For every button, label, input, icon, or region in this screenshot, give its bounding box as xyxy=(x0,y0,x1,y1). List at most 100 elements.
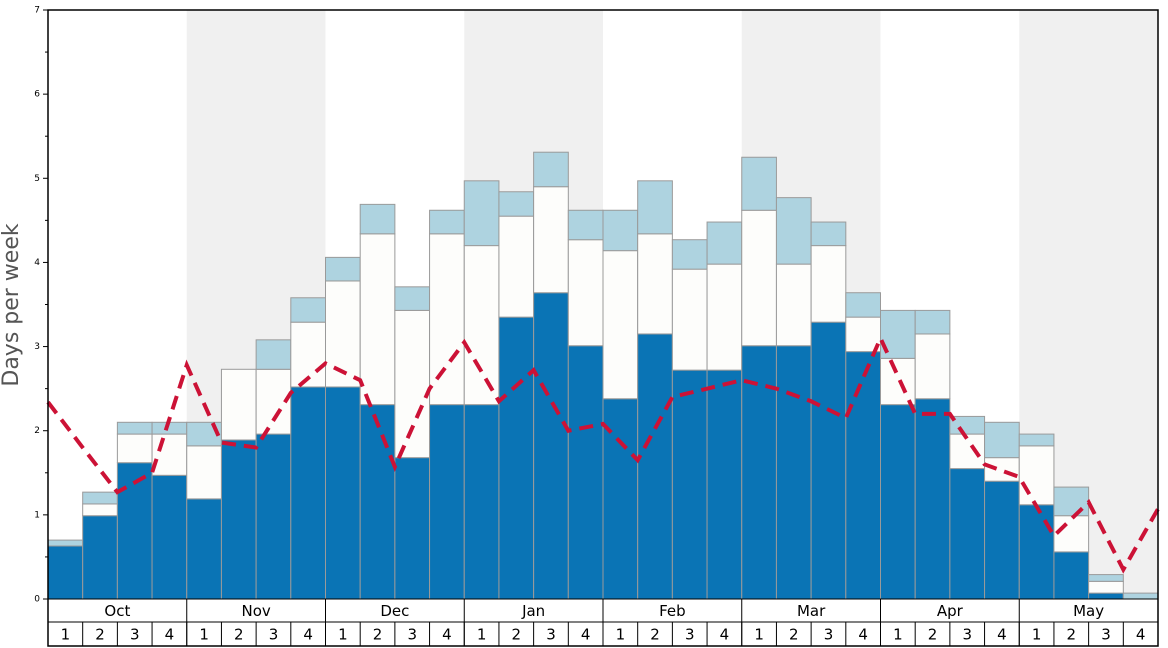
bar-segment xyxy=(82,503,118,517)
bar-segment xyxy=(1018,504,1055,600)
month-label: Feb xyxy=(659,602,686,620)
bar-segment xyxy=(429,209,465,235)
bar-segment xyxy=(463,404,500,600)
y-tick-label: 5 xyxy=(34,174,40,184)
week-label: 3 xyxy=(407,626,417,644)
y-tick-label: 3 xyxy=(34,342,40,352)
bar-segment xyxy=(533,292,569,600)
y-tick-label: 1 xyxy=(34,510,40,520)
dashed-line xyxy=(46,333,1160,574)
y-tick-label: 0 xyxy=(34,595,40,605)
week-label: 1 xyxy=(61,626,71,644)
bar-segment xyxy=(567,209,604,241)
bar-segment xyxy=(255,433,292,600)
bar-segment xyxy=(151,474,188,600)
week-label: 1 xyxy=(199,626,209,644)
bar-segment xyxy=(82,491,118,505)
week-label: 3 xyxy=(269,626,279,644)
y-tick-label: 6 xyxy=(34,90,40,100)
bar-segment xyxy=(637,233,673,335)
bar-segment xyxy=(394,286,431,311)
y-tick-label: 4 xyxy=(34,258,40,268)
bar-segment xyxy=(567,345,604,600)
bar-segment xyxy=(151,433,188,476)
bar-segment xyxy=(671,239,708,270)
week-label: 2 xyxy=(373,626,383,644)
month-label: Apr xyxy=(937,602,964,620)
bar-segment xyxy=(949,433,986,470)
frame xyxy=(47,9,1159,647)
month-label: Mar xyxy=(797,602,826,620)
week-label: 1 xyxy=(754,626,764,644)
bar-segment xyxy=(1088,580,1124,594)
month-label: Nov xyxy=(241,602,270,620)
bar-segment xyxy=(47,539,84,547)
week-label: 1 xyxy=(616,626,626,644)
bar-segment xyxy=(255,339,292,370)
bar-segment xyxy=(914,309,951,335)
week-label: 2 xyxy=(789,626,799,644)
bar-segment xyxy=(1122,592,1159,600)
week-label: 2 xyxy=(512,626,522,644)
bar-segment xyxy=(671,268,708,371)
bar-segment xyxy=(290,297,326,323)
bar-segment xyxy=(706,369,743,600)
month-label: Dec xyxy=(380,602,409,620)
week-label: 3 xyxy=(130,626,140,644)
bar-segment xyxy=(984,421,1020,459)
bar-segment xyxy=(602,209,639,252)
week-label: 3 xyxy=(824,626,834,644)
week-label: 4 xyxy=(1136,626,1146,644)
bar-segment xyxy=(741,156,777,211)
bar-segment xyxy=(880,404,916,600)
week-label: 2 xyxy=(1067,626,1077,644)
bar-segment xyxy=(359,203,396,235)
bar-segment xyxy=(845,292,881,318)
week-label: 3 xyxy=(1101,626,1111,644)
bar-segment xyxy=(845,351,881,600)
week-label: 4 xyxy=(303,626,313,644)
bar-segment xyxy=(706,263,743,371)
week-label: 3 xyxy=(962,626,972,644)
week-label: 1 xyxy=(893,626,903,644)
week-label: 4 xyxy=(581,626,591,644)
bar-segment xyxy=(706,221,743,265)
week-label: 4 xyxy=(858,626,868,644)
bar-segment xyxy=(498,316,535,600)
bar-segment xyxy=(394,309,431,459)
week-label: 1 xyxy=(1032,626,1042,644)
y-axis-label: Days per week xyxy=(0,223,24,386)
bar-segment xyxy=(637,180,673,235)
bar-segment xyxy=(1018,445,1055,506)
bar-segment xyxy=(116,421,153,435)
bar-segment xyxy=(775,263,812,347)
bar-segment xyxy=(220,439,257,600)
bar-segment xyxy=(325,256,361,282)
month-label: Oct xyxy=(104,602,130,620)
bar-segment xyxy=(498,215,535,318)
bar-segment xyxy=(82,515,118,600)
week-label: 2 xyxy=(650,626,660,644)
bar-segment xyxy=(359,233,396,406)
week-label: 4 xyxy=(442,626,452,644)
bar-segment xyxy=(845,316,881,353)
month-label: May xyxy=(1073,602,1104,620)
week-label: 3 xyxy=(546,626,556,644)
week-label: 2 xyxy=(234,626,244,644)
week-label: 4 xyxy=(997,626,1007,644)
bar-segment xyxy=(775,345,812,600)
bar-segment xyxy=(741,345,777,600)
bar-segment xyxy=(533,186,569,294)
week-label: 2 xyxy=(928,626,938,644)
bar-segment xyxy=(116,433,153,464)
bar-segment xyxy=(463,180,500,247)
y-tick-label: 7 xyxy=(34,6,40,16)
bar-segment xyxy=(949,468,986,600)
bar-segment xyxy=(984,480,1020,600)
bar-segment xyxy=(186,445,222,500)
bar-segment xyxy=(1018,433,1055,447)
bar-segment xyxy=(1088,592,1124,600)
bar-segment xyxy=(741,209,777,347)
bar-segment xyxy=(290,386,326,600)
